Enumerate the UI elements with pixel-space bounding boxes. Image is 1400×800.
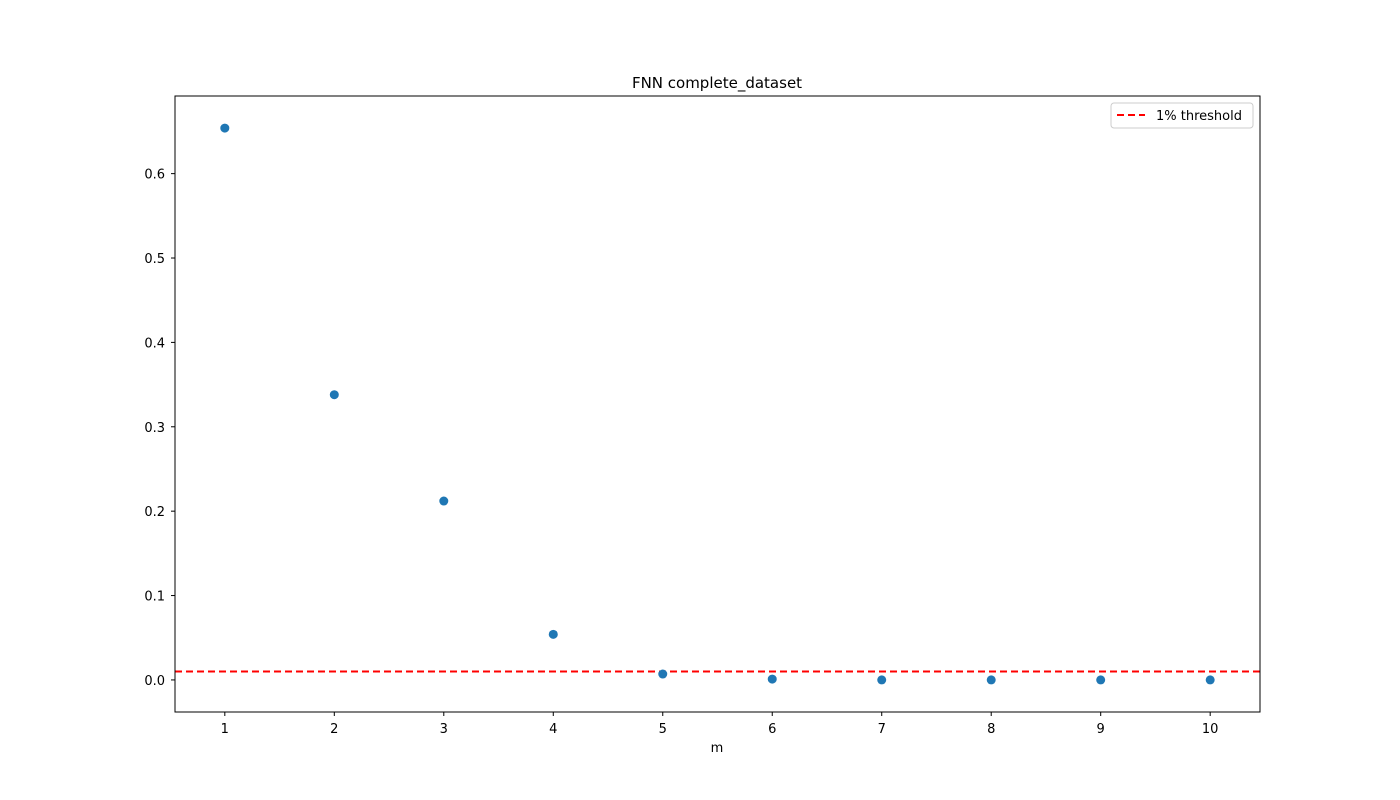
- data-point: [986, 675, 996, 685]
- y-tick-label: 0.4: [144, 336, 165, 351]
- plot-area: [175, 123, 1260, 685]
- scatter-points: [220, 123, 1215, 685]
- x-tick-label: 9: [1097, 722, 1105, 737]
- y-tick-label: 0.5: [144, 252, 165, 267]
- legend: 1% threshold: [1110, 102, 1254, 129]
- y-tick-label: 0.0: [144, 674, 165, 689]
- x-tick-label: 2: [330, 722, 338, 737]
- x-axis-ticks: 1 2 3 4 5 6 7 8 9 10: [221, 712, 1219, 737]
- chart-title: FNN complete_dataset: [632, 74, 802, 93]
- y-tick-label: 0.3: [144, 421, 165, 436]
- plot-frame: [174, 95, 1261, 713]
- data-point: [548, 629, 558, 639]
- x-tick-label: 1: [221, 722, 229, 737]
- y-tick-label: 0.1: [144, 590, 165, 605]
- data-point: [220, 123, 230, 133]
- data-point: [439, 496, 449, 506]
- y-tick-label: 0.6: [144, 168, 165, 183]
- y-tick-label: 0.2: [144, 505, 165, 520]
- data-point: [1096, 675, 1106, 685]
- x-tick-label: 4: [549, 722, 557, 737]
- x-tick-label: 10: [1202, 722, 1219, 737]
- legend-box: [1110, 102, 1254, 129]
- data-point: [1205, 675, 1215, 685]
- data-point: [329, 390, 339, 400]
- x-tick-label: 3: [440, 722, 448, 737]
- y-axis-ticks: 0.0 0.1 0.2 0.3 0.4 0.5 0.6: [144, 168, 175, 689]
- data-point: [767, 674, 777, 684]
- x-tick-label: 7: [878, 722, 886, 737]
- data-point: [658, 669, 668, 679]
- data-point: [877, 675, 887, 685]
- legend-threshold-label: 1% threshold: [1156, 109, 1242, 124]
- x-tick-label: 6: [768, 722, 776, 737]
- x-tick-label: 5: [659, 722, 667, 737]
- x-axis-label: m: [711, 741, 724, 756]
- x-tick-label: 8: [987, 722, 995, 737]
